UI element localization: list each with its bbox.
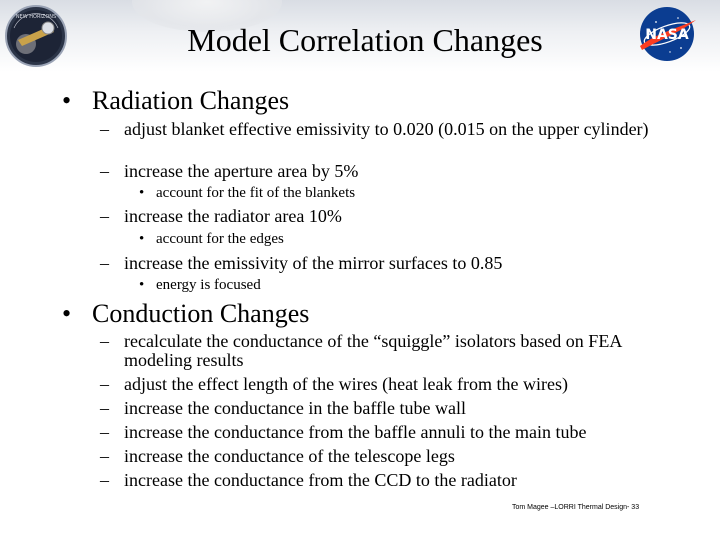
dash-icon: – — [100, 422, 109, 442]
bullet-icon: • — [62, 299, 72, 328]
radiation-item: – adjust blanket effective emissivity to … — [100, 119, 649, 139]
conduction-item: – adjust the effect length of the wires (… — [100, 374, 568, 394]
bullet-icon: • — [62, 86, 72, 115]
dash-icon: – — [100, 398, 109, 418]
conduction-item: – increase the conductance from the CCD t… — [100, 470, 517, 490]
radiation-heading: • Radiation Changes — [62, 86, 290, 115]
nasa-logo-icon: NASA — [640, 7, 696, 61]
radiation-item: – increase the emissivity of the mirror s… — [100, 253, 503, 273]
dash-icon: – — [100, 331, 109, 351]
radiation-item: – increase the radiator area 10% — [100, 206, 342, 226]
radiation-subitem: • energy is focused — [139, 277, 261, 293]
dash-icon: – — [100, 206, 109, 226]
header-band: NEW HORIZONS Model Correlation Changes N… — [0, 0, 720, 72]
bullet-icon: • — [139, 231, 145, 247]
conduction-item: – increase the conductance of the telesco… — [100, 446, 455, 466]
radiation-item: – increase the aperture area by 5% — [100, 161, 359, 181]
dash-icon: – — [100, 470, 109, 490]
radiation-subitem: • account for the edges — [139, 231, 284, 247]
bullet-icon: • — [139, 185, 145, 201]
dash-icon: – — [100, 119, 109, 139]
dash-icon: – — [100, 253, 109, 273]
radiation-subitem: • account for the fit of the blankets — [139, 185, 356, 201]
svg-text:NEW HORIZONS: NEW HORIZONS — [16, 14, 56, 20]
conduction-heading: • Conduction Changes — [62, 299, 310, 328]
svg-text:NASA: NASA — [645, 27, 689, 43]
bullet-icon: • — [139, 277, 145, 293]
conduction-item: – recalculate the conductance of the “squ… — [100, 331, 622, 370]
dash-icon: – — [100, 446, 109, 466]
slide-footer: Tom Magee –LORRI Thermal Design- 33 — [512, 504, 640, 511]
conduction-item: – increase the conductance in the baffle … — [100, 398, 467, 418]
slide-title: Model Correlation Changes — [187, 22, 543, 58]
dash-icon: – — [100, 161, 109, 181]
conduction-item: – increase the conductance from the baffl… — [100, 422, 587, 442]
new-horizons-logo-icon: NEW HORIZONS — [5, 5, 67, 67]
dash-icon: – — [100, 374, 109, 394]
